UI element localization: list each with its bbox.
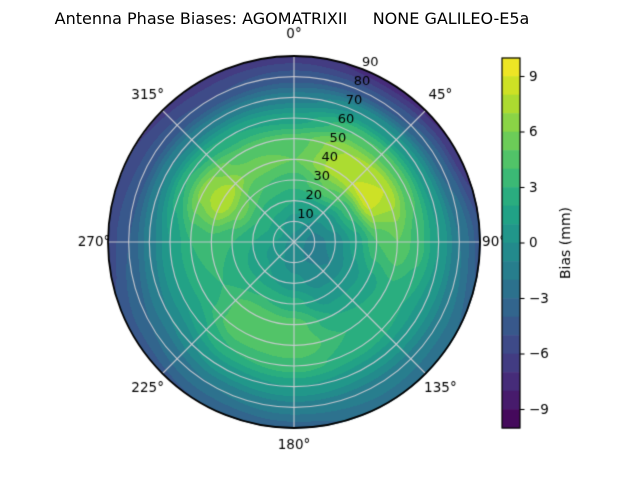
- chart-title: Antenna Phase Biases: AGOMATRIXII NONE G…: [54, 9, 530, 28]
